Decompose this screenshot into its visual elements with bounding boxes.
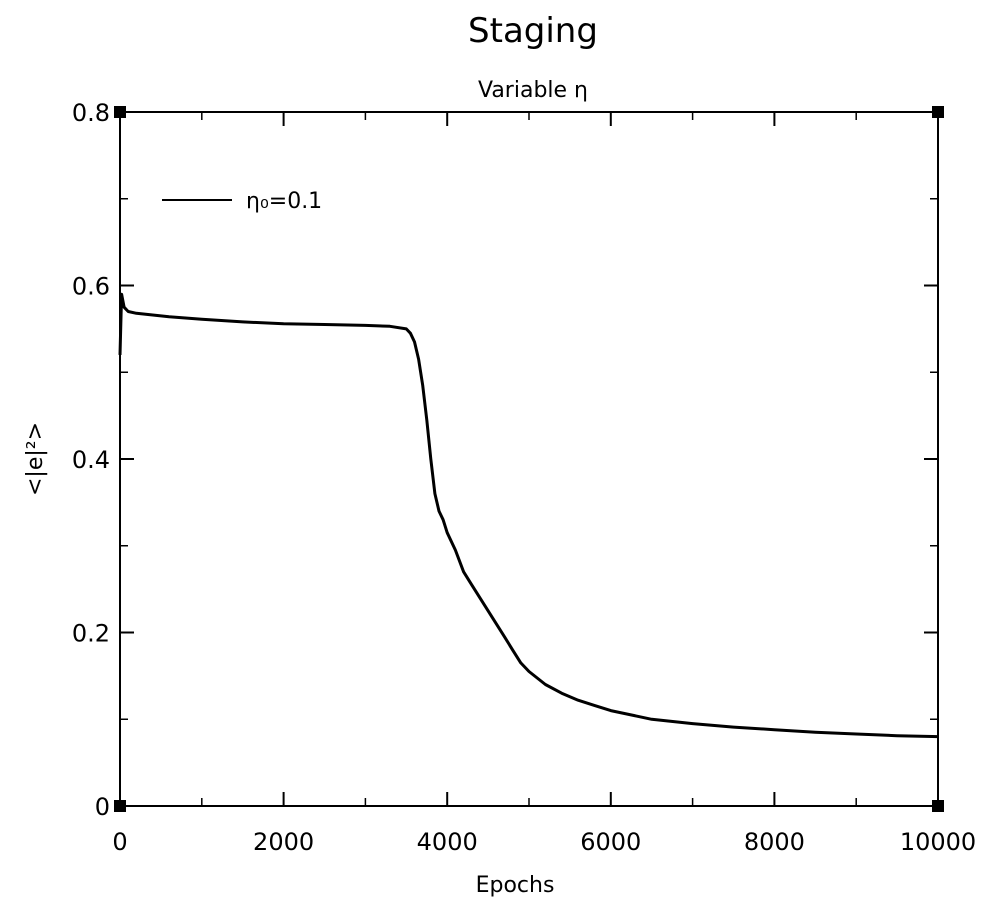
series-point xyxy=(168,315,170,318)
series-point xyxy=(937,735,939,738)
series-point xyxy=(487,610,489,612)
series-point xyxy=(442,518,444,521)
series-point xyxy=(528,670,530,673)
series-point xyxy=(454,549,457,551)
series-point xyxy=(151,314,154,316)
series-point xyxy=(405,328,408,330)
series-point xyxy=(560,692,563,695)
series-point xyxy=(430,458,432,460)
y-axis-label: <|e|²> xyxy=(23,422,48,496)
series-point xyxy=(323,323,326,326)
y-tick-label: 0 xyxy=(95,793,110,821)
series-point xyxy=(241,321,244,323)
y-tick-label: 0.4 xyxy=(72,446,110,474)
x-tick-label: 4000 xyxy=(417,828,478,856)
series-point xyxy=(413,341,416,343)
corner-marker xyxy=(114,106,126,118)
x-tick-label: 10000 xyxy=(900,828,976,856)
series-point xyxy=(479,597,481,599)
series-point xyxy=(425,419,428,421)
y-tick-label: 0.2 xyxy=(72,620,110,648)
axis-ticks xyxy=(119,111,939,807)
series-point xyxy=(470,583,473,586)
corner-marker xyxy=(932,106,944,118)
series-point xyxy=(120,293,123,295)
x-tick-label: 0 xyxy=(112,828,127,856)
y-tick-labels: 0 0.2 0.4 0.6 0.8 xyxy=(72,99,110,821)
series-point xyxy=(462,570,465,573)
series-point xyxy=(544,683,547,686)
corner-marker xyxy=(114,800,126,812)
series-point xyxy=(417,358,420,361)
series-point xyxy=(409,332,412,335)
y-tick-label: 0.8 xyxy=(72,99,110,127)
series-point xyxy=(520,662,522,664)
series-point xyxy=(814,731,817,734)
series-point xyxy=(127,310,129,313)
series-point xyxy=(389,325,391,328)
corner-marker xyxy=(932,800,944,812)
series-point xyxy=(691,722,694,725)
series-line xyxy=(118,292,939,739)
series-point xyxy=(732,726,735,728)
series-point xyxy=(503,636,506,638)
x-tick-labels: 0 2000 4000 6000 8000 10000 xyxy=(112,828,976,856)
legend: η₀=0.1 xyxy=(162,189,322,214)
series-point xyxy=(495,623,498,625)
series-point xyxy=(593,704,596,707)
series-point xyxy=(610,709,612,712)
x-tick-label: 2000 xyxy=(253,828,314,856)
series-point xyxy=(855,733,857,735)
series-point xyxy=(135,312,138,315)
x-axis-label: Epochs xyxy=(476,873,555,898)
series-point xyxy=(364,324,367,327)
series-point xyxy=(434,492,436,495)
plot-frame xyxy=(119,111,939,807)
y-tick-label: 0.6 xyxy=(72,273,110,301)
series-point xyxy=(773,728,776,731)
series-point xyxy=(123,306,125,308)
chart-subtitle: Variable η xyxy=(478,78,588,103)
x-tick-label: 8000 xyxy=(744,828,805,856)
series-point xyxy=(119,354,121,356)
series-point xyxy=(421,384,424,387)
series-point xyxy=(577,699,579,701)
series-point xyxy=(201,318,203,321)
chart-title: Staging xyxy=(468,11,598,51)
series-point xyxy=(511,649,514,651)
series-point xyxy=(438,510,440,512)
series-point xyxy=(446,531,449,534)
series-point xyxy=(650,718,653,721)
frame-corner-markers xyxy=(114,106,944,812)
series-point xyxy=(282,322,285,325)
series-group xyxy=(118,292,939,739)
series-point xyxy=(896,734,898,737)
legend-label: η₀=0.1 xyxy=(246,189,322,214)
x-tick-label: 6000 xyxy=(580,828,641,856)
